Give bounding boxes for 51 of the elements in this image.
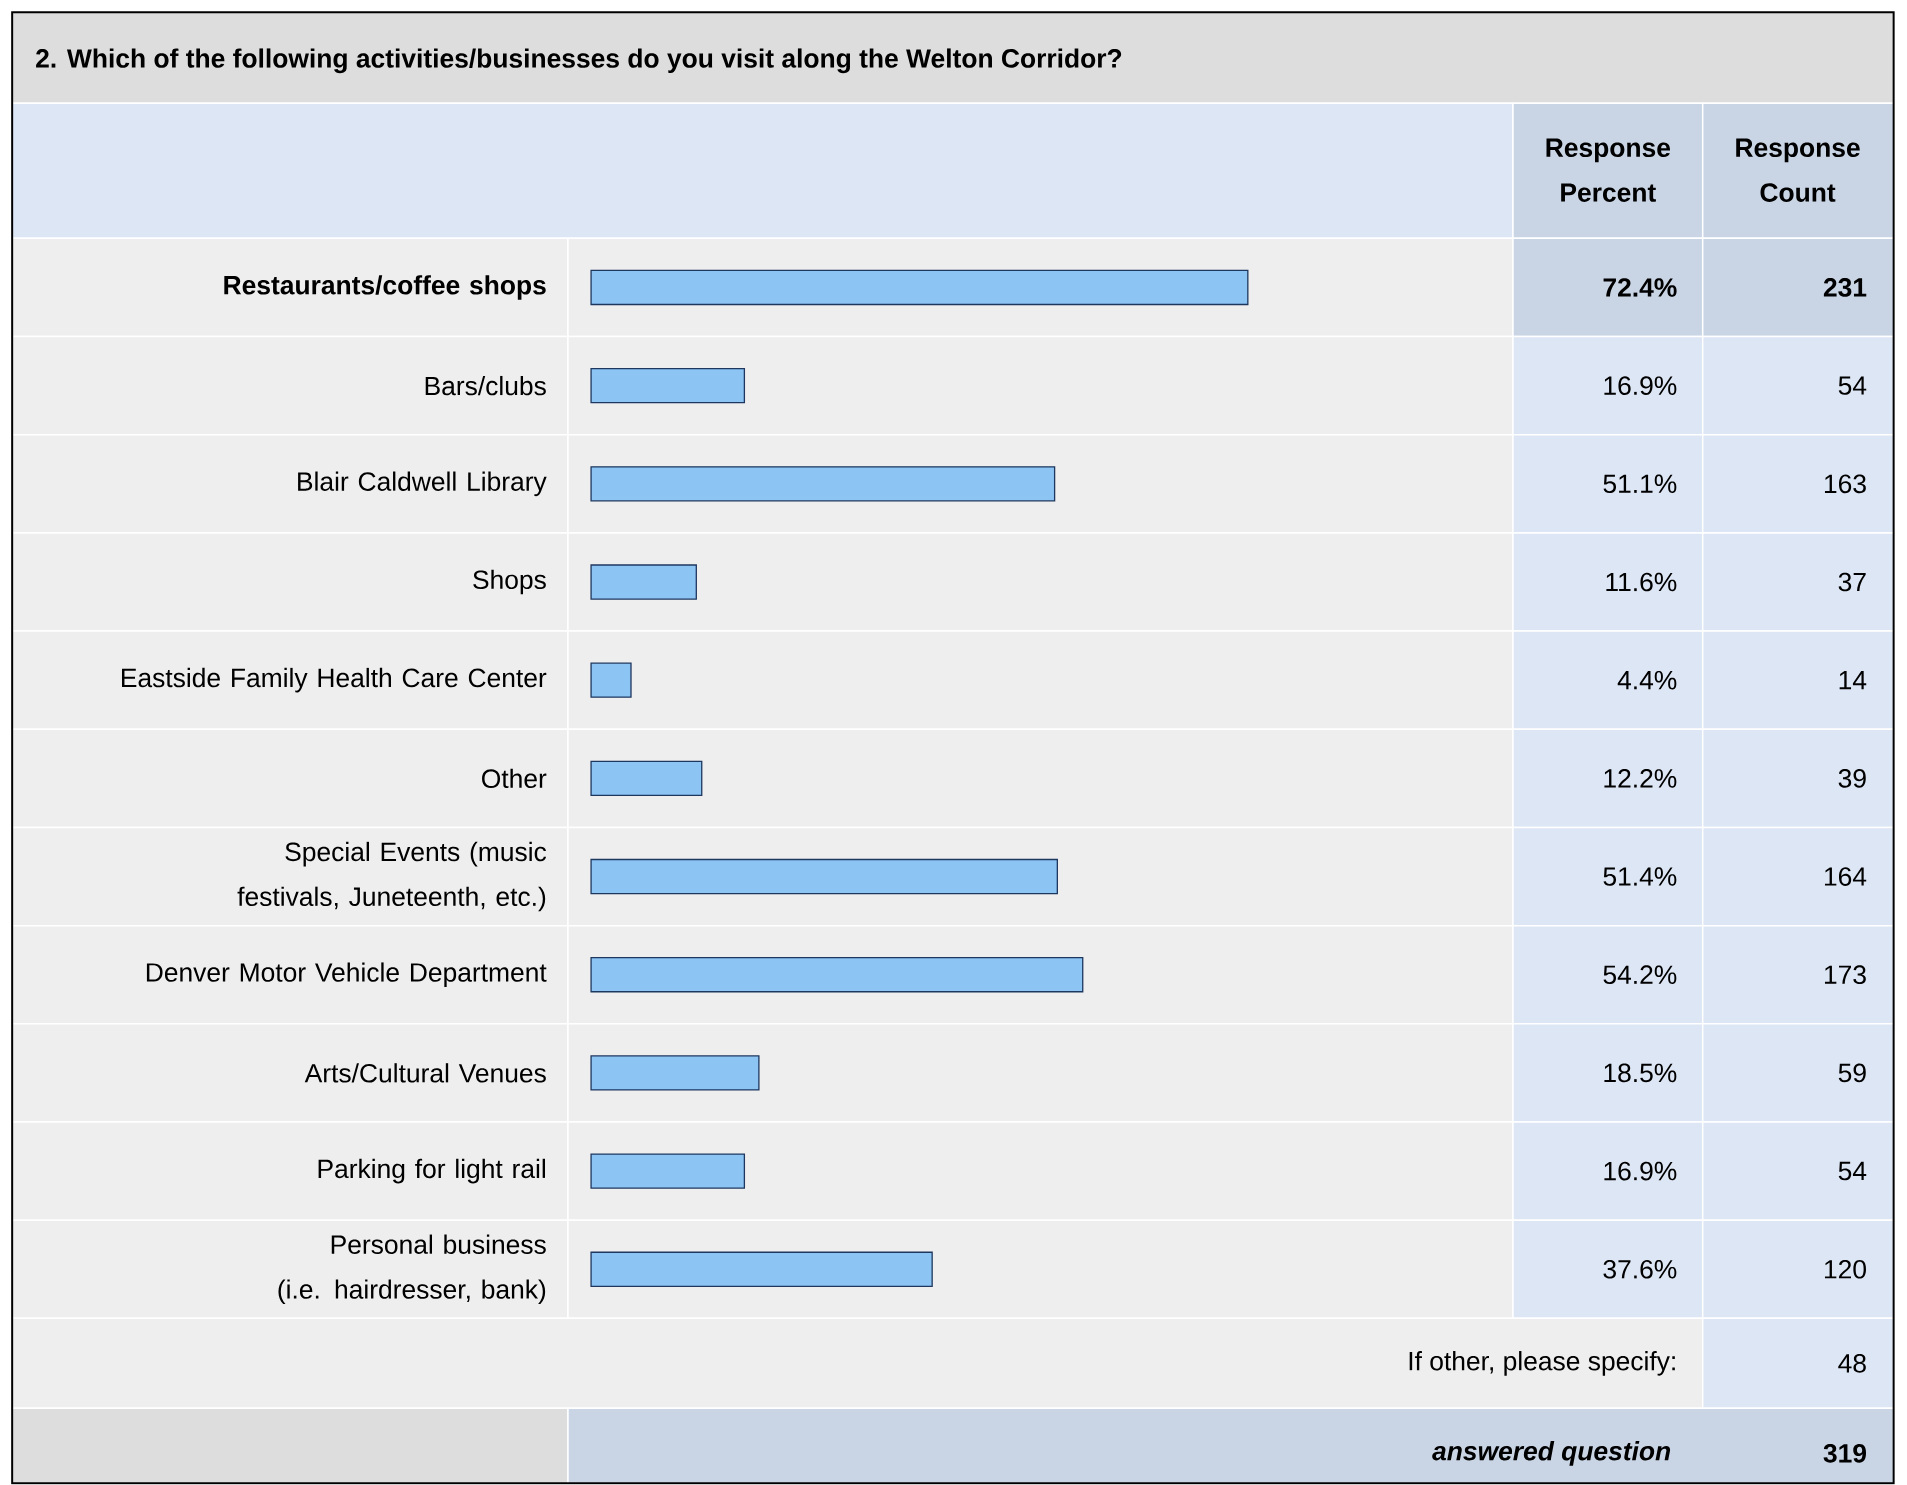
bar: [590, 269, 1249, 306]
y-tick-label: Other: [482, 768, 547, 789]
y-tick-label: Shops: [473, 569, 546, 595]
data-label: 72.4%: [1603, 278, 1677, 297]
bar: [590, 859, 1058, 895]
y-tick-label: Eastside Family Health Care Center: [122, 667, 547, 693]
bar: [590, 957, 1084, 993]
data-label: 11.6%: [1606, 572, 1677, 592]
bar: [590, 760, 703, 797]
text: 173: [1824, 965, 1866, 985]
text: 48: [1838, 1354, 1866, 1373]
text: 39: [1838, 769, 1866, 788]
y-tick-label: Parking for light rail: [318, 1158, 545, 1184]
bar: [590, 1251, 933, 1288]
y-tick-label: Arts/Cultural Venues: [304, 1063, 546, 1083]
bar: [590, 368, 746, 404]
text: 163: [1824, 474, 1866, 494]
text: 59: [1838, 1063, 1866, 1083]
data-label: 51.4%: [1603, 867, 1677, 886]
text: If other, please specify:: [1409, 1351, 1675, 1376]
text: 14: [1839, 671, 1867, 690]
y-tick-label: Denver Motor Vehicle Department: [146, 962, 547, 988]
text: 54: [1838, 1161, 1867, 1181]
chart-title: 2. Which of the following activities/businesses do you visit along the Welton Corridor?: [36, 48, 1122, 74]
data-label: 18.5%: [1604, 1063, 1677, 1083]
data-label: 51.1%: [1603, 474, 1677, 494]
bar: [590, 662, 632, 698]
text: 120: [1824, 1260, 1866, 1279]
y-tick-label: Blair Caldwell Library: [298, 471, 547, 497]
text: 54: [1838, 376, 1867, 395]
data-label: 16.9%: [1604, 1161, 1677, 1181]
y-tick-label: Bars/clubs: [425, 376, 546, 396]
data-label: 4.4%: [1617, 671, 1677, 690]
y-tick-label: Personal business (i.e. hairdresser, bank): [278, 1234, 546, 1305]
text: 37: [1838, 572, 1866, 592]
data-label: 16.9%: [1604, 376, 1677, 396]
bar: [590, 466, 1056, 502]
text: answered question: [1432, 1441, 1671, 1466]
data-label: 37.6%: [1603, 1260, 1677, 1279]
text: 231: [1823, 278, 1867, 297]
y-tick-label: Restaurants/coffee shops: [224, 275, 546, 300]
bar: [590, 1055, 760, 1091]
data-label: 54.2%: [1603, 965, 1677, 985]
bar: [590, 1153, 746, 1189]
bar: [590, 564, 697, 600]
text: Response Percent: [1546, 138, 1671, 203]
text: 164: [1824, 867, 1867, 887]
y-tick-label: Special Events (music festivals, Juneteenth, etc.): [237, 841, 547, 912]
text: 319: [1823, 1444, 1867, 1463]
text: Response Count: [1736, 138, 1860, 203]
data-label: 12.2%: [1604, 769, 1677, 788]
